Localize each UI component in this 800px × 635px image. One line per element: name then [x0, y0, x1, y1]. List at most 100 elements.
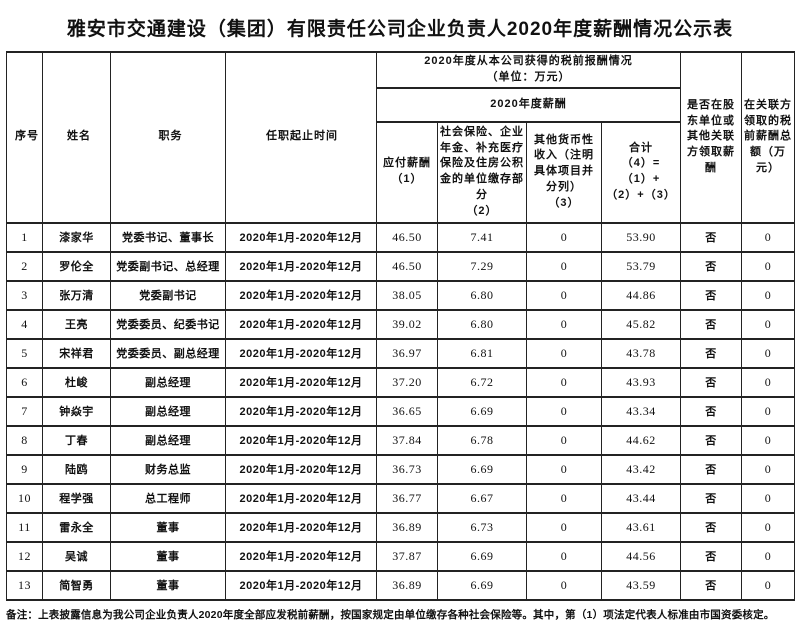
cell-payable: 46.50: [376, 250, 438, 282]
cell-insurance: 6.73: [437, 511, 527, 543]
cell-position: 副总经理: [110, 424, 226, 456]
cell-total: 43.59: [600, 569, 682, 601]
cell-related-party: 否: [680, 250, 743, 282]
table-row: 8 丁春 副总经理 2020年1月-2020年12月 37.84 6.78 0 44.62 否 0: [6, 424, 796, 456]
cell-seq: 5: [6, 337, 43, 369]
col-header-other: 其他货币性收入（注明具体项目并分列） （3）: [526, 120, 602, 224]
cell-name: 宋祥君: [42, 337, 111, 369]
cell-related-amount: 0: [741, 540, 796, 572]
cell-other: 0: [526, 569, 602, 601]
cell-position: 董事: [110, 540, 226, 572]
cell-payable: 36.89: [376, 511, 438, 543]
table-row: 12 吴诚 董事 2020年1月-2020年12月 37.87 6.69 0 44.56 否 0: [6, 540, 796, 572]
cell-other: 0: [526, 366, 602, 398]
cell-related-amount: 0: [741, 453, 796, 485]
cell-payable: 46.50: [376, 221, 438, 253]
cell-tenure: 2020年1月-2020年12月: [225, 540, 377, 572]
cell-position: 党委副书记、总经理: [110, 250, 226, 282]
cell-tenure: 2020年1月-2020年12月: [225, 221, 377, 253]
cell-total: 53.79: [600, 250, 682, 282]
col-header-name: 姓名: [42, 51, 111, 224]
cell-insurance: 6.69: [437, 453, 527, 485]
cell-insurance: 6.69: [437, 569, 527, 601]
cell-name: 钟焱宇: [42, 395, 111, 427]
col-header-insurance: 社会保险、企业年金、补充医疗保险及住房公积金的单位缴存部分 （2）: [437, 120, 527, 224]
cell-total: 44.62: [600, 424, 682, 456]
cell-related-party: 否: [680, 424, 743, 456]
cell-related-party: 否: [680, 482, 743, 514]
cell-other: 0: [526, 337, 602, 369]
cell-total: 43.78: [600, 337, 682, 369]
cell-tenure: 2020年1月-2020年12月: [225, 366, 377, 398]
cell-related-amount: 0: [741, 308, 796, 340]
table-row: 10 程学强 总工程师 2020年1月-2020年12月 36.77 6.67 0 43.44…: [6, 482, 796, 514]
cell-related-party: 否: [680, 453, 743, 485]
cell-other: 0: [526, 221, 602, 253]
table-body: 1 漆家华 党委书记、董事长 2020年1月-2020年12月 46.50 7.41 0 53…: [6, 221, 796, 601]
cell-payable: 38.05: [376, 279, 438, 311]
cell-name: 杜峻: [42, 366, 111, 398]
footnote: 备注：上表披露信息为我公司企业负责人2020年度全部应发税前薪酬，按国家规定由单…: [6, 608, 775, 621]
cell-insurance: 6.67: [437, 482, 527, 514]
cell-related-party: 否: [680, 569, 743, 601]
cell-position: 副总经理: [110, 395, 226, 427]
cell-seq: 3: [6, 279, 43, 311]
cell-tenure: 2020年1月-2020年12月: [225, 279, 377, 311]
cell-related-party: 否: [680, 337, 743, 369]
cell-payable: 36.73: [376, 453, 438, 485]
cell-related-party: 否: [680, 279, 743, 311]
cell-related-amount: 0: [741, 395, 796, 427]
cell-insurance: 6.80: [437, 279, 527, 311]
table-row: 3 张万清 党委副书记 2020年1月-2020年12月 38.05 6.80 0 44.86…: [6, 279, 796, 311]
table-row: 13 简智勇 董事 2020年1月-2020年12月 36.89 6.69 0 43.59 否 0: [6, 569, 796, 601]
salary-table: 序号 姓名 职务 任职起止时间 2020年度从本公司获得的税前报酬情况 （单位：…: [6, 51, 796, 601]
cell-seq: 6: [6, 366, 43, 398]
cell-other: 0: [526, 308, 602, 340]
cell-position: 董事: [110, 569, 226, 601]
cell-related-party: 否: [680, 308, 743, 340]
cell-seq: 4: [6, 308, 43, 340]
col-header-payable: 应付薪酬 （1）: [376, 120, 438, 224]
table-row: 1 漆家华 党委书记、董事长 2020年1月-2020年12月 46.50 7.41 0 53…: [6, 221, 796, 253]
cell-payable: 36.77: [376, 482, 438, 514]
cell-insurance: 7.41: [437, 221, 527, 253]
col-header-pretax-group: 2020年度从本公司获得的税前报酬情况 （单位：万元）: [375, 51, 682, 89]
cell-tenure: 2020年1月-2020年12月: [225, 424, 377, 456]
cell-other: 0: [526, 453, 602, 485]
cell-seq: 8: [6, 424, 43, 456]
cell-other: 0: [526, 540, 602, 572]
table-row: 7 钟焱宇 副总经理 2020年1月-2020年12月 36.65 6.69 0 43.34 否…: [6, 395, 796, 427]
cell-tenure: 2020年1月-2020年12月: [225, 482, 377, 514]
cell-other: 0: [526, 482, 602, 514]
cell-related-amount: 0: [741, 366, 796, 398]
table-row: 11 雷永全 董事 2020年1月-2020年12月 36.89 6.73 0 43.61 否 0: [6, 511, 796, 543]
cell-tenure: 2020年1月-2020年12月: [225, 569, 377, 601]
cell-position: 副总经理: [110, 366, 226, 398]
cell-tenure: 2020年1月-2020年12月: [225, 453, 377, 485]
cell-payable: 36.97: [376, 337, 438, 369]
table-row: 5 宋祥君 党委委员、副总经理 2020年1月-2020年12月 36.97 6.81 0 4…: [6, 337, 796, 369]
cell-tenure: 2020年1月-2020年12月: [225, 308, 377, 340]
cell-seq: 1: [6, 221, 43, 253]
col-header-tenure: 任职起止时间: [225, 51, 377, 224]
cell-payable: 36.89: [376, 569, 438, 601]
col-header-related-party: 是否在股东单位或其他关联方领取薪酬: [680, 51, 743, 224]
cell-other: 0: [526, 511, 602, 543]
cell-payable: 37.87: [376, 540, 438, 572]
cell-name: 罗伦全: [42, 250, 111, 282]
table-header: 序号 姓名 职务 任职起止时间 2020年度从本公司获得的税前报酬情况 （单位：…: [6, 51, 796, 224]
cell-position: 党委委员、纪委书记: [110, 308, 226, 340]
cell-name: 陆鸥: [42, 453, 111, 485]
cell-insurance: 6.69: [437, 395, 527, 427]
cell-total: 43.44: [600, 482, 682, 514]
cell-related-amount: 0: [741, 250, 796, 282]
cell-insurance: 6.81: [437, 337, 527, 369]
cell-position: 董事: [110, 511, 226, 543]
cell-related-party: 否: [680, 395, 743, 427]
cell-related-party: 否: [680, 221, 743, 253]
cell-total: 44.56: [600, 540, 682, 572]
cell-other: 0: [526, 424, 602, 456]
cell-related-amount: 0: [741, 279, 796, 311]
cell-total: 43.34: [600, 395, 682, 427]
cell-related-amount: 0: [741, 569, 796, 601]
